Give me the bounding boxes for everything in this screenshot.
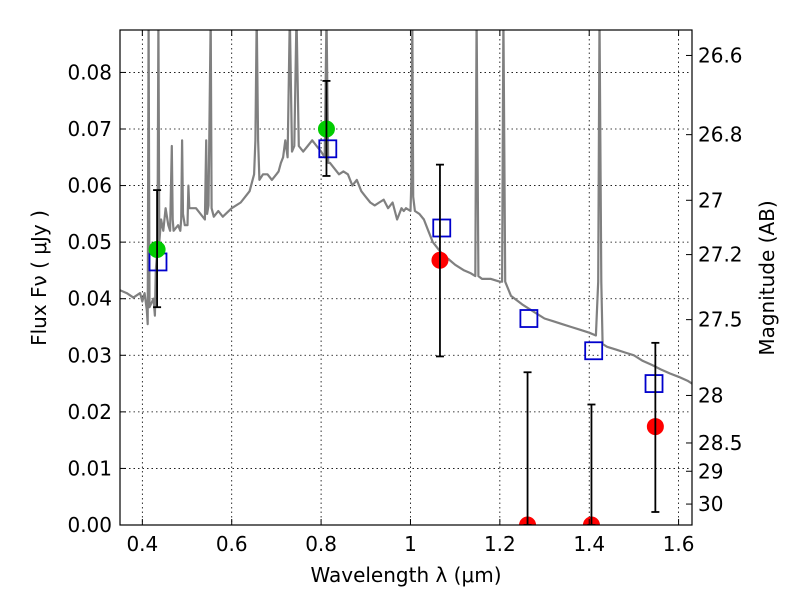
- model-photometry-square: [432, 218, 452, 238]
- y2-tick-label: 27.2: [698, 243, 743, 267]
- y2-tick-label: 27: [698, 188, 723, 212]
- grid: [120, 30, 692, 526]
- model-photometry-square: [584, 341, 604, 361]
- y-tick-label: 0.03: [67, 343, 112, 367]
- x-tick-label: 1.6: [663, 532, 695, 556]
- ticks: 0.4 0.6 0.8 1 1.2 1.4 1.6 0.00 0.01 0.02 0.03 0.04 0…: [67, 30, 743, 556]
- y-tick-label: 0.02: [67, 400, 112, 424]
- y-tick-label: 0.05: [67, 230, 112, 254]
- y2-tick-label: 29: [698, 459, 723, 483]
- error-bar: [651, 341, 660, 513]
- error-bar: [587, 403, 596, 525]
- x-tick-label: 1.2: [484, 532, 516, 556]
- plot-frame: [119, 29, 693, 526]
- error-bar: [153, 189, 162, 309]
- x-tick-label: 0.4: [126, 532, 158, 556]
- y-tick-label: 0.04: [67, 287, 112, 311]
- y-tick-label: 0.06: [67, 174, 112, 198]
- y-tick-label: 0.01: [67, 456, 112, 480]
- sed-model-line: [120, 30, 692, 385]
- y2-tick-label: 28: [698, 383, 723, 407]
- y-tick-label: 0.07: [67, 117, 112, 141]
- error-bar: [523, 371, 532, 525]
- y-tick-label: 0.08: [67, 60, 112, 84]
- y2-tick-label: 28.5: [698, 431, 743, 455]
- error-bar: [435, 163, 444, 358]
- y-axis-title: Flux Fν ( μJy ): [27, 210, 51, 346]
- model-photometry-square: [644, 374, 664, 393]
- x-tick-label: 0.8: [305, 532, 337, 556]
- y2-axis-title: Magnitude (AB): [755, 200, 779, 355]
- x-tick-label: 0.6: [216, 532, 248, 556]
- x-axis-title: Wavelength λ (μm): [310, 563, 501, 587]
- y2-tick-label: 26.8: [698, 123, 743, 147]
- y2-tick-label: 26.6: [698, 43, 743, 67]
- model-photometry-square: [519, 309, 539, 328]
- x-tick-label: 1.4: [573, 532, 605, 556]
- x-tick-label: 1: [404, 532, 417, 556]
- y2-tick-label: 30: [698, 492, 723, 516]
- y-tick-label: 0.00: [67, 513, 112, 537]
- data-layer: [120, 30, 692, 525]
- plot-area: [120, 30, 692, 525]
- y2-tick-label: 27.5: [698, 308, 743, 332]
- model-photometry-square: [318, 139, 338, 159]
- error-bar: [322, 80, 331, 177]
